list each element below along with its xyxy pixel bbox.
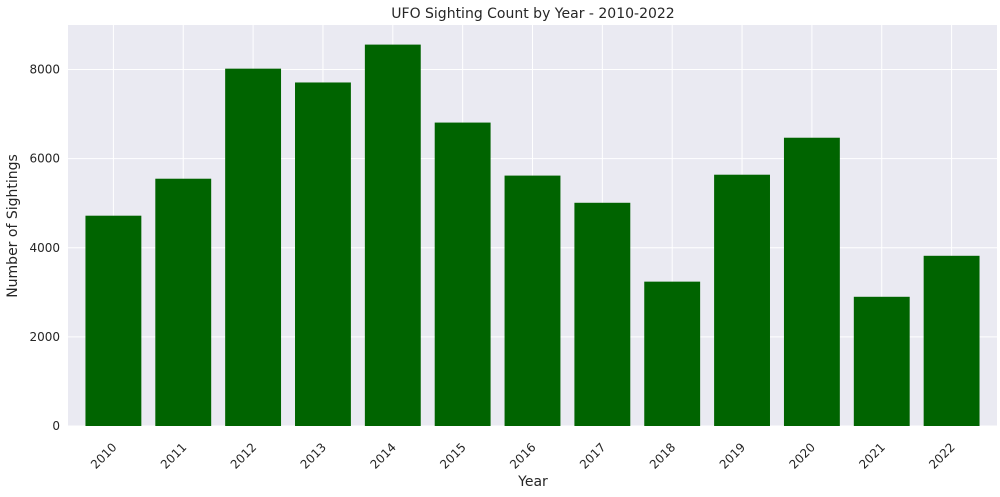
chart-title: UFO Sighting Count by Year - 2010-2022 bbox=[391, 6, 674, 22]
x-tick-label: 2015 bbox=[437, 440, 468, 471]
bar-2012 bbox=[225, 68, 282, 427]
bar-2013 bbox=[295, 82, 351, 426]
x-tick-label: 2013 bbox=[298, 440, 329, 471]
y-tick-label: 0 bbox=[52, 419, 60, 433]
bar-2019 bbox=[714, 174, 770, 426]
x-tick-label: 2018 bbox=[647, 440, 678, 471]
x-tick-label: 2016 bbox=[507, 440, 538, 471]
bar-2021 bbox=[853, 296, 910, 426]
x-tick-label: 2022 bbox=[926, 440, 957, 471]
bar-2018 bbox=[644, 281, 701, 426]
bar-2015 bbox=[434, 122, 491, 427]
bar-2020 bbox=[783, 137, 840, 426]
bar-2010 bbox=[85, 215, 142, 426]
y-axis-label: Number of Sightings bbox=[5, 154, 21, 298]
x-tick-label: 2011 bbox=[158, 440, 189, 471]
bar-2017 bbox=[574, 202, 631, 426]
bar-2014 bbox=[364, 44, 421, 427]
y-tick-label: 8000 bbox=[29, 63, 60, 77]
y-axis-ticks: 0 2000 4000 6000 8000 bbox=[29, 63, 60, 433]
x-tick-label: 2019 bbox=[717, 440, 748, 471]
x-tick-label: 2012 bbox=[228, 440, 259, 471]
y-tick-label: 6000 bbox=[29, 152, 60, 166]
y-tick-label: 4000 bbox=[29, 241, 60, 255]
bars bbox=[85, 44, 980, 427]
x-tick-label: 2014 bbox=[367, 440, 398, 471]
x-tick-label: 2010 bbox=[88, 440, 119, 471]
y-tick-label: 2000 bbox=[29, 330, 60, 344]
bar-2011 bbox=[155, 178, 212, 426]
x-axis-ticks: 2010 2011 2012 2013 2014 2015 2016 2017 2018 2019… bbox=[88, 440, 958, 471]
bar-2016 bbox=[504, 175, 561, 426]
x-tick-label: 2021 bbox=[856, 440, 887, 471]
x-axis-label: Year bbox=[517, 474, 548, 490]
x-tick-label: 2020 bbox=[787, 440, 818, 471]
x-tick-label: 2017 bbox=[577, 440, 608, 471]
bar-2022 bbox=[923, 255, 980, 426]
